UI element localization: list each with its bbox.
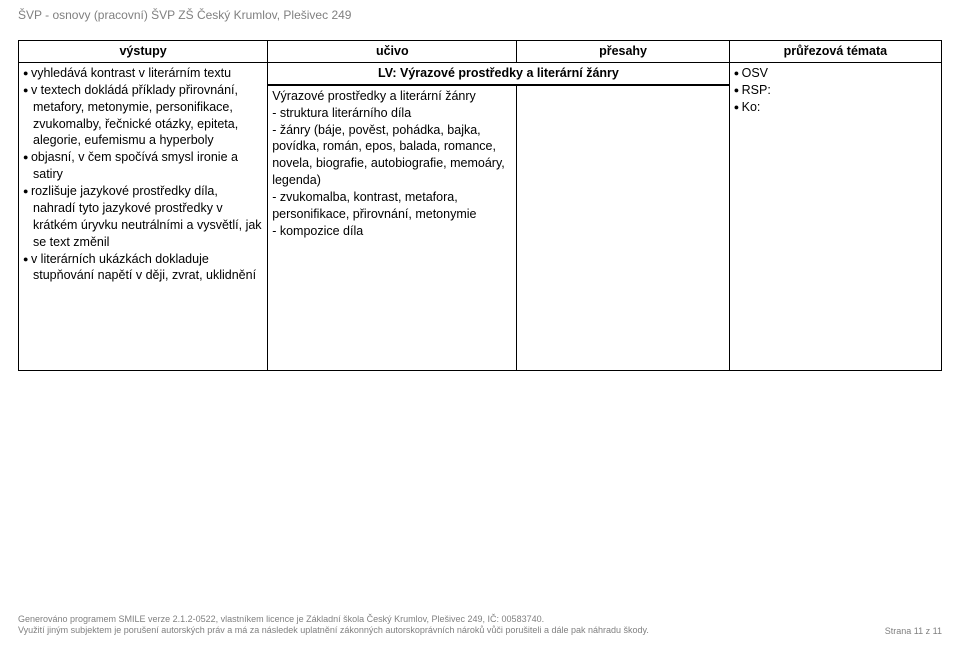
- page-footer: Generováno programem SMILE verze 2.1.2-0…: [18, 614, 942, 637]
- vystupy-item: v literárních ukázkách dokladuje stupňov…: [23, 251, 263, 285]
- section-title: LV: Výrazové prostředky a literární žánr…: [268, 63, 728, 85]
- vystupy-item: rozlišuje jazykové prostředky díla, nahr…: [23, 183, 263, 251]
- table-row: vyhledává kontrast v literárním textu v …: [19, 62, 942, 85]
- footer-line2: Využití jiným subjektem je porušení auto…: [18, 625, 649, 636]
- cell-prurezova: OSV RSP: Ko:: [729, 62, 941, 370]
- vystupy-item: vyhledává kontrast v literárním textu: [23, 65, 263, 82]
- vystupy-item: v textech dokládá příklady přirovnání, m…: [23, 82, 263, 150]
- document-header: ŠVP - osnovy (pracovní) ŠVP ZŠ Český Kru…: [18, 8, 942, 22]
- ucivo-line: - zvukomalba, kontrast, metafora, person…: [272, 189, 512, 223]
- vystupy-item: objasní, v čem spočívá smysl ironie a sa…: [23, 149, 263, 183]
- footer-left: Generováno programem SMILE verze 2.1.2-0…: [18, 614, 649, 637]
- prurezova-item: Ko:: [734, 99, 937, 116]
- vystupy-list: vyhledává kontrast v literárním textu v …: [23, 65, 263, 284]
- col-header-prurezova: průřezová témata: [729, 41, 941, 63]
- prurezova-item: RSP:: [734, 82, 937, 99]
- col-header-vystupy: výstupy: [19, 41, 268, 63]
- curriculum-table: výstupy učivo přesahy průřezová témata v…: [18, 40, 942, 371]
- ucivo-line: - kompozice díla: [272, 223, 512, 240]
- cell-presahy: [517, 85, 729, 370]
- ucivo-line: - žánry (báje, pověst, pohádka, bajka, p…: [272, 122, 512, 190]
- cell-ucivo: Výrazové prostředky a literární žánry - …: [268, 85, 517, 370]
- table-header-row: výstupy učivo přesahy průřezová témata: [19, 41, 942, 63]
- col-header-presahy: přesahy: [517, 41, 729, 63]
- col-header-ucivo: učivo: [268, 41, 517, 63]
- ucivo-line: - struktura literárního díla: [272, 105, 512, 122]
- footer-line1: Generováno programem SMILE verze 2.1.2-0…: [18, 614, 649, 625]
- cell-vystupy: vyhledává kontrast v literárním textu v …: [19, 62, 268, 370]
- cell-ucivo-presahy-wrap: LV: Výrazové prostředky a literární žánr…: [268, 62, 729, 85]
- prurezova-item: OSV: [734, 65, 937, 82]
- footer-page-number: Strana 11 z 11: [885, 626, 942, 636]
- ucivo-line: Výrazové prostředky a literární žánry: [272, 88, 512, 105]
- presahy-content: [521, 88, 724, 368]
